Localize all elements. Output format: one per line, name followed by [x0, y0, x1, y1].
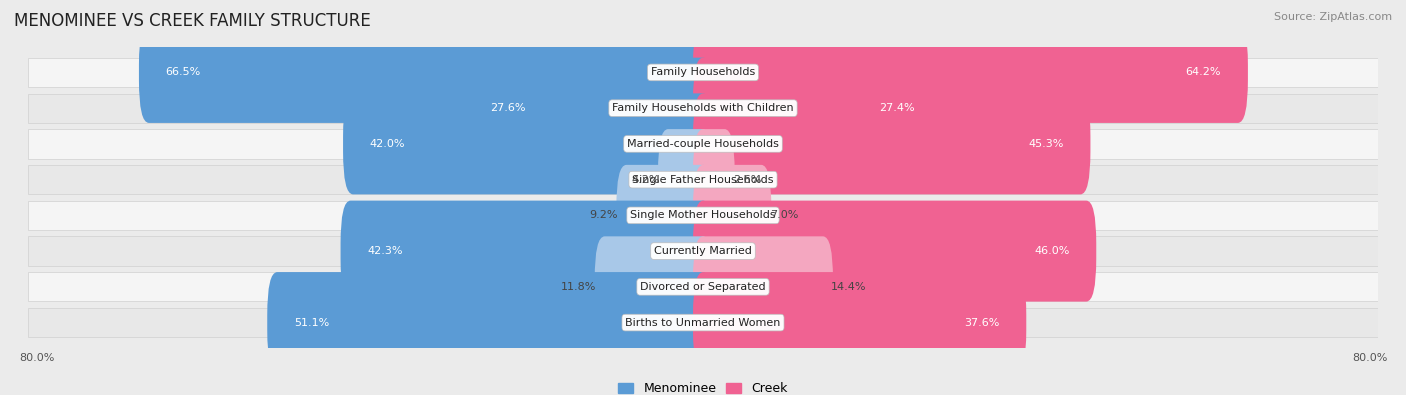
FancyBboxPatch shape [340, 201, 713, 302]
FancyBboxPatch shape [595, 236, 713, 337]
Text: 42.0%: 42.0% [370, 139, 405, 149]
FancyBboxPatch shape [28, 58, 1378, 87]
FancyBboxPatch shape [463, 58, 713, 159]
FancyBboxPatch shape [28, 237, 1378, 266]
FancyBboxPatch shape [693, 22, 1249, 123]
FancyBboxPatch shape [616, 165, 713, 266]
Text: 27.4%: 27.4% [879, 103, 915, 113]
Text: 66.5%: 66.5% [166, 68, 201, 77]
Text: 7.0%: 7.0% [769, 211, 799, 220]
Text: 64.2%: 64.2% [1185, 68, 1222, 77]
FancyBboxPatch shape [693, 201, 1097, 302]
FancyBboxPatch shape [693, 272, 1026, 373]
FancyBboxPatch shape [343, 93, 713, 194]
FancyBboxPatch shape [28, 129, 1378, 158]
Text: 2.6%: 2.6% [733, 175, 762, 184]
FancyBboxPatch shape [267, 272, 713, 373]
Text: 27.6%: 27.6% [489, 103, 526, 113]
Text: 11.8%: 11.8% [561, 282, 596, 292]
Text: MENOMINEE VS CREEK FAMILY STRUCTURE: MENOMINEE VS CREEK FAMILY STRUCTURE [14, 12, 371, 30]
Legend: Menominee, Creek: Menominee, Creek [619, 382, 787, 395]
Text: Single Mother Households: Single Mother Households [630, 211, 776, 220]
Text: 14.4%: 14.4% [831, 282, 868, 292]
Text: Births to Unmarried Women: Births to Unmarried Women [626, 318, 780, 327]
Text: Married-couple Households: Married-couple Households [627, 139, 779, 149]
FancyBboxPatch shape [28, 272, 1378, 301]
FancyBboxPatch shape [28, 94, 1378, 123]
Text: 9.2%: 9.2% [589, 211, 619, 220]
FancyBboxPatch shape [139, 22, 713, 123]
FancyBboxPatch shape [28, 165, 1378, 194]
Text: Single Father Households: Single Father Households [633, 175, 773, 184]
FancyBboxPatch shape [693, 236, 832, 337]
Text: Family Households with Children: Family Households with Children [612, 103, 794, 113]
FancyBboxPatch shape [28, 308, 1378, 337]
FancyBboxPatch shape [693, 93, 1091, 194]
Text: Family Households: Family Households [651, 68, 755, 77]
Text: Divorced or Separated: Divorced or Separated [640, 282, 766, 292]
Text: 46.0%: 46.0% [1035, 246, 1070, 256]
FancyBboxPatch shape [693, 58, 941, 159]
Text: 4.2%: 4.2% [631, 175, 659, 184]
Text: Source: ZipAtlas.com: Source: ZipAtlas.com [1274, 12, 1392, 22]
FancyBboxPatch shape [693, 129, 735, 230]
FancyBboxPatch shape [658, 129, 713, 230]
FancyBboxPatch shape [693, 165, 772, 266]
Text: 51.1%: 51.1% [294, 318, 329, 327]
Text: 42.3%: 42.3% [367, 246, 402, 256]
Text: Currently Married: Currently Married [654, 246, 752, 256]
FancyBboxPatch shape [28, 201, 1378, 230]
Text: 37.6%: 37.6% [965, 318, 1000, 327]
Text: 45.3%: 45.3% [1028, 139, 1064, 149]
